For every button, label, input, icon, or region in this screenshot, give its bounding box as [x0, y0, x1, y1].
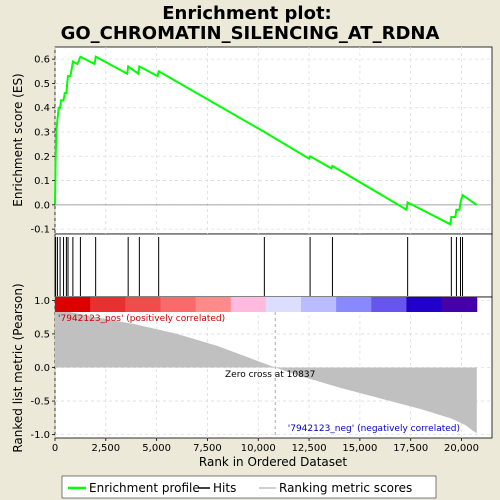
- metric-y-ticks: -1.0 -0.5 0.0 0.5 1.0: [30, 296, 55, 441]
- heatbar-segment: [301, 297, 337, 312]
- metric-y-tick-label: -1.0: [30, 430, 50, 441]
- x-tick-label: 20,000: [444, 443, 479, 454]
- heatbar-segment: [441, 297, 478, 312]
- metric-y-tick-label: 1.0: [34, 296, 50, 307]
- hits-panel: [54, 233, 493, 298]
- heatbar-segment: [90, 297, 126, 312]
- x-tick-label: 10,000: [241, 443, 276, 454]
- legend-hits-label: Hits: [213, 481, 236, 495]
- heatbar-segment: [371, 297, 407, 312]
- legend-box: [61, 475, 437, 499]
- es-y-ticks: -0.1 0.0 0.1 0.2 0.3 0.4 0.5 0.6: [30, 55, 55, 236]
- ranking-heatbar: [55, 297, 478, 312]
- heatbar-segment: [406, 297, 443, 312]
- legend-metric-label: Ranking metric scores: [279, 481, 412, 495]
- metric-area-path: [55, 301, 477, 434]
- negative-correlation-label: '7942123_neg' (negatively correlated): [288, 424, 460, 434]
- x-tick-label: 2,500: [91, 443, 120, 454]
- heatbar-segment: [265, 297, 302, 312]
- heatbar-segment: [55, 297, 91, 312]
- metric-y-tick-label: -0.5: [30, 397, 50, 408]
- positive-correlation-label: '7942123_pos' (positively correlated): [58, 314, 225, 324]
- x-tick-label: 17,500: [393, 443, 428, 454]
- x-tick-label: 15,000: [342, 443, 377, 454]
- enrichment-profile-path: [54, 55, 478, 226]
- es-y-tick-label: 0.0: [34, 200, 50, 211]
- heatbar-segment: [125, 297, 161, 312]
- heatbar-segment: [230, 297, 267, 312]
- es-y-tick-label: 0.5: [34, 79, 50, 90]
- x-tick-label: 0: [52, 443, 58, 454]
- es-y-tick-label: 0.1: [34, 176, 50, 187]
- heatbar-segment: [195, 297, 232, 312]
- heatbar-segment: [160, 297, 197, 312]
- es-y-tick-label: 0.4: [34, 103, 50, 114]
- zero-cross-label: Zero cross at 10837: [225, 370, 315, 380]
- x-tick-label: 7,500: [193, 443, 222, 454]
- chart-title-line2: GO_CHROMATIN_SILENCING_AT_RDNA: [61, 23, 440, 44]
- x-tick-label: 12,500: [292, 443, 327, 454]
- hits-marks: [55, 237, 464, 296]
- legend-es-label: Enrichment profile: [89, 481, 200, 495]
- es-y-axis-label: Enrichment score (ES): [11, 73, 25, 206]
- chart-title-line1: Enrichment plot:: [162, 3, 332, 24]
- metric-area: [55, 301, 477, 438]
- legend: Enrichment profile Hits Ranking metric s…: [61, 475, 437, 499]
- es-y-tick-label: 0.2: [34, 152, 50, 163]
- metric-y-tick-label: 0.0: [34, 363, 50, 374]
- es-y-tick-label: -0.1: [30, 225, 50, 236]
- metric-y-tick-label: 0.5: [34, 329, 50, 340]
- es-y-tick-label: 0.6: [34, 55, 50, 66]
- metric-y-axis-label: Ranked list metric (Pearson): [11, 283, 25, 452]
- x-tick-label: 5,000: [142, 443, 171, 454]
- x-ticks: 0 2,500 5,000 7,500 10,000 12,500 15,000 17,500…: [52, 438, 479, 454]
- x-axis-label: Rank in Ordered Dataset: [199, 455, 347, 469]
- enrichment-profile-line: [54, 55, 478, 226]
- es-gridlines: [54, 47, 492, 234]
- es-panel: [54, 46, 493, 235]
- es-y-tick-label: 0.3: [34, 128, 50, 139]
- heatbar-segment: [336, 297, 372, 312]
